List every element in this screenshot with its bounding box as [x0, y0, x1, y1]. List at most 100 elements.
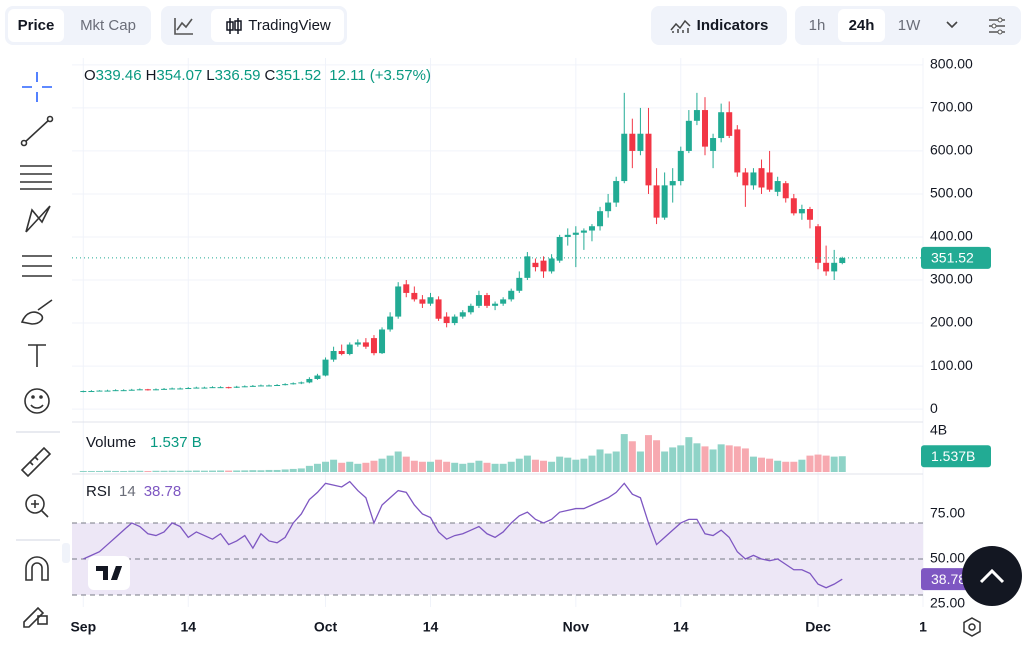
x-tick-label: 14: [180, 619, 196, 635]
y-tick-label: 75.00: [930, 505, 965, 521]
ruler-tool[interactable]: [20, 446, 52, 478]
style-button[interactable]: TradingView: [211, 9, 344, 42]
candle-body: [120, 390, 127, 392]
volume-bar: [443, 461, 451, 472]
y-tick-label: 100.00: [930, 357, 973, 373]
indicators-button[interactable]: Indicators: [651, 6, 787, 45]
y-tick-label: 4B: [930, 422, 947, 438]
candle-body: [177, 388, 184, 390]
candle-body: [314, 375, 321, 379]
volume-bar: [402, 456, 410, 472]
candle-body: [451, 316, 458, 324]
volume-bar: [451, 462, 459, 472]
volume-bar: [330, 459, 338, 472]
lock-tool[interactable]: [23, 606, 45, 628]
volume-bar: [790, 461, 798, 472]
volume-bar: [273, 469, 281, 472]
candle-body: [104, 390, 111, 392]
volume-bar: [112, 470, 120, 472]
x-tick-label: 1: [919, 619, 927, 635]
settings-icon[interactable]: [986, 15, 1008, 37]
candle-body: [839, 257, 846, 264]
candle-body: [629, 133, 636, 151]
candle-body: [403, 284, 410, 293]
candle-body: [96, 390, 103, 392]
volume-bar: [636, 451, 644, 472]
tab[interactable]: Price: [8, 9, 64, 42]
candle-body: [484, 295, 491, 306]
zoom-tool[interactable]: [25, 494, 45, 514]
text-tool[interactable]: [28, 344, 46, 367]
candle-body: [693, 110, 700, 121]
candle-body: [597, 211, 604, 227]
volume-bar: [766, 458, 774, 472]
candle-body: [645, 133, 652, 186]
chevron[interactable]: [944, 18, 960, 32]
fib-tool[interactable]: [20, 165, 52, 190]
candle-body: [217, 387, 224, 389]
interval[interactable]: 1h: [808, 17, 826, 34]
magnet-tool[interactable]: [25, 556, 49, 581]
candle-body: [653, 185, 660, 218]
volume-bar: [653, 440, 661, 472]
scroll-button[interactable]: [962, 546, 1022, 606]
brush-tool[interactable]: [20, 299, 53, 325]
volume-bar: [717, 444, 725, 472]
style-label: TradingView: [248, 17, 331, 34]
volume-bar: [386, 455, 394, 472]
candle-body: [241, 386, 248, 388]
candle-body: [419, 299, 426, 304]
volume-bar: [822, 455, 830, 472]
candle-body: [80, 391, 87, 393]
settings-hex[interactable]: [963, 617, 981, 637]
pattern-tool[interactable]: [25, 205, 51, 233]
candle-body: [750, 172, 757, 186]
legend-value: 339.46: [95, 67, 142, 84]
volume-bar: [644, 435, 652, 472]
interval[interactable]: 1W: [897, 17, 921, 34]
volume-bar: [160, 470, 168, 472]
candle-body: [524, 256, 531, 278]
volume-bar: [483, 462, 491, 472]
volume-bar: [701, 446, 709, 472]
legend-label: C: [264, 67, 276, 84]
emoji-tool[interactable]: [24, 388, 50, 414]
legend-label: O: [84, 67, 96, 84]
volume-bar: [531, 459, 539, 472]
candle-body: [742, 172, 749, 186]
tab[interactable]: Mkt Cap: [80, 17, 136, 34]
trend-tool[interactable]: [23, 118, 51, 144]
candle-body: [427, 297, 434, 304]
scroll-chevron: [979, 568, 1005, 584]
collapse-tab[interactable]: [62, 543, 70, 563]
crosshair-tool[interactable]: [22, 72, 52, 102]
candle-icon: [226, 17, 242, 34]
candle-body: [492, 303, 499, 306]
candle-body: [790, 198, 797, 214]
volume-bar: [136, 470, 144, 472]
volume-bar: [475, 460, 483, 472]
candle-body: [774, 181, 781, 192]
volume-bar: [782, 461, 790, 472]
candle-body: [201, 387, 208, 389]
candle-body: [387, 316, 394, 330]
candle-body: [580, 230, 587, 233]
candle-body: [209, 387, 216, 389]
volume-bar: [435, 459, 443, 472]
candle-body: [362, 342, 369, 347]
forecast-tool[interactable]: [22, 255, 52, 277]
candle-body: [734, 129, 741, 173]
line-style-icon[interactable]: [172, 15, 196, 37]
volume-bar: [168, 470, 176, 472]
volume-bar: [87, 470, 95, 472]
volume-bar: [523, 455, 531, 472]
price-tag: [921, 246, 991, 269]
candle-body: [621, 133, 628, 182]
x-tick-label: 14: [673, 619, 689, 635]
volume-bar: [612, 451, 620, 472]
candle-body: [508, 290, 515, 300]
interval[interactable]: 24h: [838, 9, 885, 42]
candle-body: [459, 312, 466, 317]
candle-body: [144, 389, 151, 391]
candle-body: [395, 286, 402, 317]
